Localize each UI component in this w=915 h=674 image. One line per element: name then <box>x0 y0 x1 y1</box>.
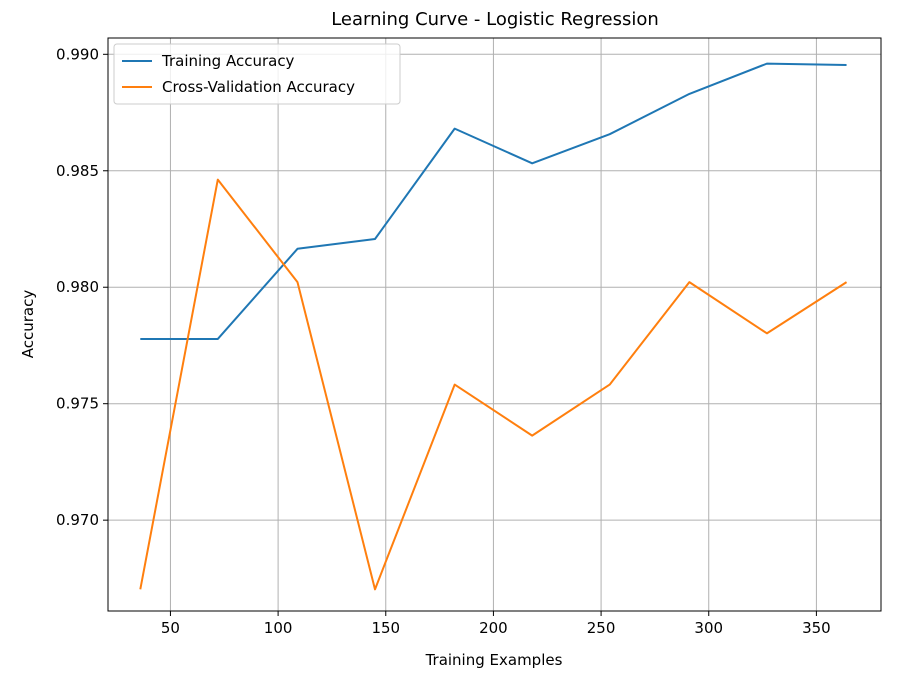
series-line-training-accuracy <box>140 62 847 340</box>
legend-box <box>113 43 401 105</box>
x-tick-label: 100 <box>264 619 293 637</box>
x-tick-label: 200 <box>479 619 508 637</box>
y-axis-label: Accuracy <box>19 290 37 359</box>
x-tick-label: 250 <box>587 619 616 637</box>
plot-frame <box>107 37 882 612</box>
y-tick-label: 0.980 <box>56 278 99 296</box>
grid-lines <box>108 38 881 611</box>
x-tick-label: 50 <box>161 619 180 637</box>
x-axis-label: Training Examples <box>425 651 563 669</box>
legend-label: Cross-Validation Accuracy <box>162 78 355 96</box>
x-tick-label: 300 <box>694 619 723 637</box>
y-tick-label: 0.985 <box>56 162 99 180</box>
series-lines <box>139 62 848 591</box>
y-tick-label: 0.975 <box>56 395 99 413</box>
series-line-cross-validation-accuracy <box>139 178 848 591</box>
y-tick-label: 0.970 <box>56 511 99 529</box>
chart-title: Learning Curve - Logistic Regression <box>331 9 659 30</box>
x-tick-label: 150 <box>371 619 400 637</box>
x-tick-label: 350 <box>802 619 831 637</box>
axis-ticks: 50 100 150 200 250 300 350 0.970 0.975 0.980 0.985… <box>56 45 831 637</box>
legend: Training Accuracy Cross-Validation Accura… <box>113 43 401 105</box>
y-tick-label: 0.990 <box>56 45 99 63</box>
legend-label: Training Accuracy <box>161 52 295 70</box>
